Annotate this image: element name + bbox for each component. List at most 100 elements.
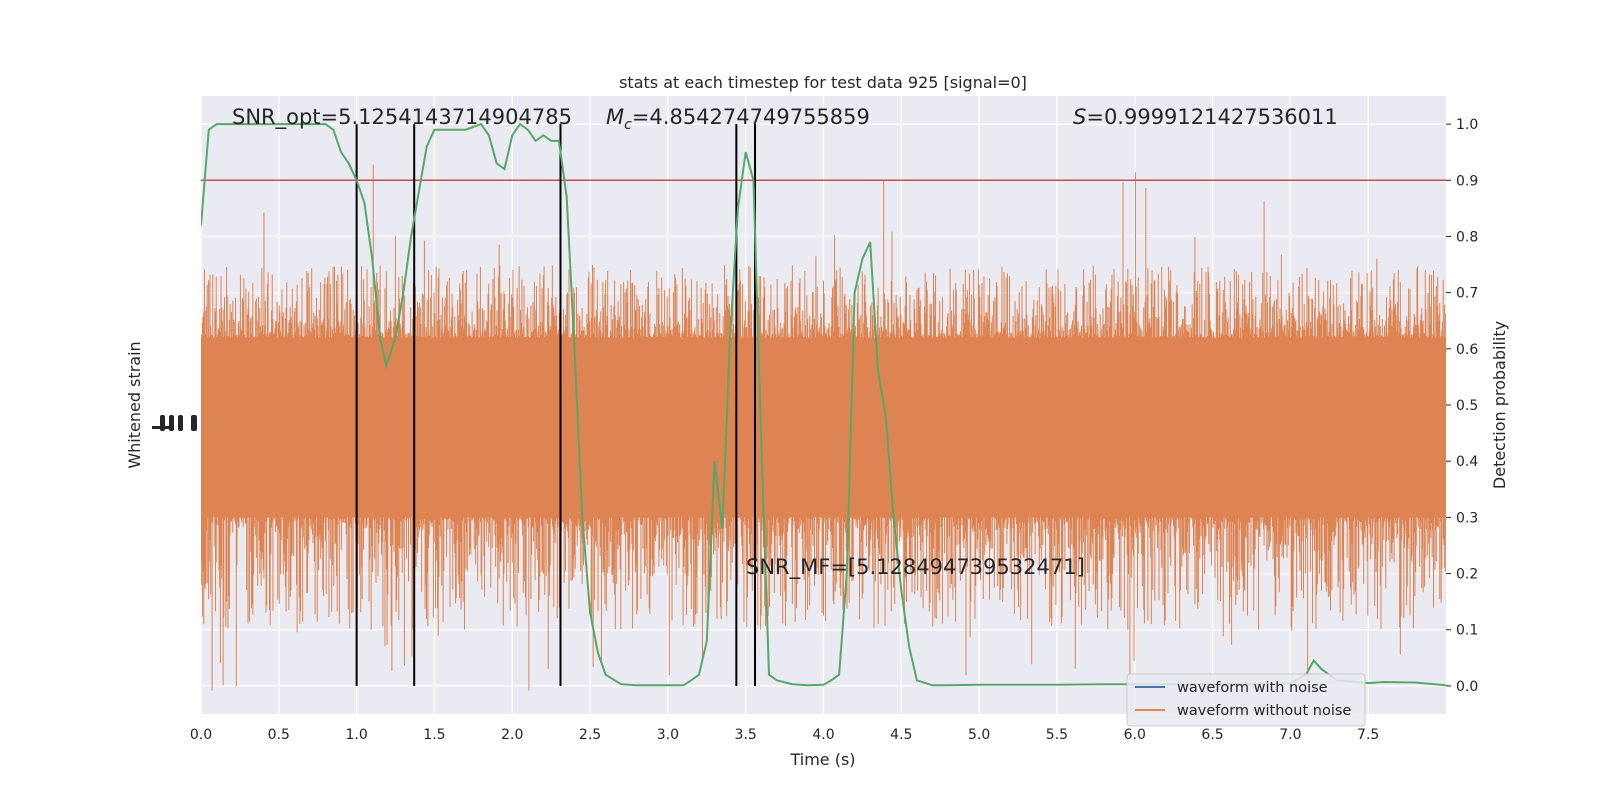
s-symbol: S [1073, 105, 1086, 129]
detection-probability-point [496, 162, 498, 165]
detection-probability-point [340, 151, 342, 153]
detection-probability-point [636, 684, 638, 686]
detection-probability-point [605, 674, 607, 676]
snr-mf-annotation: SNR_MF=[5.128494739532471] [746, 555, 1085, 580]
chirp-mass-subscript: c [624, 117, 632, 133]
detection-probability-point [589, 612, 591, 614]
detection-probability-point [706, 640, 708, 642]
detection-probability-line [201, 122, 1446, 687]
detection-probability-point [667, 684, 669, 686]
x-tick-label: 6.5 [1201, 727, 1223, 743]
x-tick-label: 4.0 [812, 727, 834, 743]
y-tick-label-left [191, 415, 197, 431]
x-tick-label: 6.0 [1124, 727, 1146, 743]
detection-probability-point [768, 674, 770, 676]
detection-probability-point [760, 443, 762, 445]
y-tick-label-right: 0.6 [1456, 342, 1478, 358]
detection-probability-point [737, 207, 739, 209]
detection-probability-point [573, 348, 576, 350]
detection-probability-point [745, 151, 747, 153]
snr-opt-annotation: SNR_opt=5.1254143714904785 [232, 105, 572, 130]
detection-probability-point [978, 684, 980, 686]
y-tick-label-right: 0.9 [1456, 173, 1478, 189]
y-tick-label-right: 1.0 [1456, 117, 1478, 133]
y-tick-label-right: 0.8 [1456, 229, 1478, 245]
detection-probability-point [464, 129, 467, 131]
detection-probability-point [838, 674, 840, 676]
detection-probability-point [807, 684, 809, 686]
detection-probability-point [480, 123, 482, 125]
detection-probability-point [1414, 681, 1416, 684]
detection-probability-point [620, 683, 622, 685]
y-tick-label-right: 0.1 [1456, 623, 1478, 639]
x-tick-label: 4.5 [890, 727, 912, 743]
detection-probability-point [488, 134, 490, 136]
detection-probability-point [527, 129, 529, 131]
detection-probability-point [682, 684, 685, 686]
detection-probability-point [201, 224, 202, 226]
detection-probability-point [542, 134, 544, 136]
y-tick-label-left [178, 415, 183, 431]
x-tick-label: 0.5 [268, 727, 290, 743]
x-tick-label: 2.0 [501, 727, 523, 743]
detection-probability-point [830, 679, 832, 681]
detection-probability-point [324, 123, 327, 125]
chirp-mass-annotation: Mc=4.854274749755859 [606, 105, 870, 133]
x-tick-label: 5.5 [1046, 727, 1068, 743]
detection-probability-point [854, 292, 856, 294]
x-tick-label: 1.0 [345, 727, 367, 743]
detection-probability-point [752, 179, 755, 181]
detection-probability-point [371, 258, 373, 260]
detection-probability-point [550, 140, 552, 142]
detection-probability-point [721, 528, 723, 530]
detection-probability-point [410, 235, 412, 238]
x-tick-label: 5.0 [968, 727, 990, 743]
detection-probability-point [1103, 683, 1105, 685]
y-tick-label-right: 0.2 [1456, 567, 1478, 583]
detection-probability-point [581, 516, 583, 518]
x-axis-label: Time (s) [789, 750, 855, 769]
detection-probability-point [231, 123, 233, 125]
data-layer [201, 122, 1446, 691]
detection-probability-point [908, 645, 910, 648]
detection-probability-point [534, 140, 537, 142]
detection-probability-point [363, 202, 366, 204]
detection-probability-point [892, 516, 895, 518]
detection-probability-point [861, 258, 864, 260]
legend-box [1126, 673, 1366, 727]
detection-probability-point [916, 679, 918, 681]
detection-probability-point [418, 190, 420, 193]
detection-probability-point [278, 123, 280, 125]
y-tick-label-left [152, 426, 172, 429]
detection-probability-point [846, 572, 848, 575]
detection-probability-point [394, 336, 397, 339]
detection-probability-point [558, 140, 560, 142]
detection-probability-point [869, 241, 871, 243]
y-tick-label-right: 0.5 [1456, 398, 1478, 414]
detection-probability-point [1445, 684, 1446, 686]
chirp-mass-value: =4.854274749755859 [632, 105, 870, 129]
detection-probability-point [690, 679, 692, 681]
detection-probability-point [729, 336, 731, 339]
detection-probability-point [885, 415, 887, 417]
x-tick-label: 3.5 [735, 727, 757, 743]
detection-probability-point [247, 123, 249, 125]
detection-probability-point [1313, 660, 1315, 662]
detection-probability-point [931, 684, 934, 686]
detection-probability-point [776, 679, 778, 681]
y-tick-label-right: 0.3 [1456, 510, 1478, 526]
detection-probability-point [698, 674, 700, 676]
detection-probability-point [822, 684, 825, 686]
detection-probability-point [208, 129, 210, 131]
detection-probability-point [1009, 684, 1011, 686]
detection-probability-point [566, 196, 568, 198]
y-axis-label-left: Whitened strain [125, 341, 144, 468]
detection-probability-point [402, 292, 404, 294]
detection-probability-point [433, 129, 436, 131]
detection-probability-point [1383, 681, 1385, 683]
axes: 0.0 0.5 1.0 1.5 2.0 2.5 3.0 3.5 4.0 4.5 5.0 5.5 6.0 6… [152, 117, 1478, 743]
legend-label-waveform-without-noise: waveform without noise [1177, 703, 1351, 719]
y-tick-label-right: 0.7 [1456, 286, 1478, 302]
y-tick-label-right: 0.0 [1456, 679, 1478, 695]
